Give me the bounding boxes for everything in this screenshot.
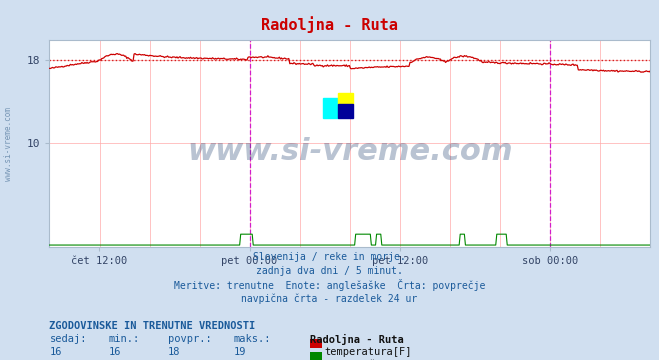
Bar <box>338 104 353 118</box>
Text: Radoljna - Ruta: Radoljna - Ruta <box>310 334 403 345</box>
Text: zadnja dva dni / 5 minut.: zadnja dva dni / 5 minut. <box>256 266 403 276</box>
Text: 16: 16 <box>109 347 121 357</box>
Text: www.si-vreme.com: www.si-vreme.com <box>4 107 13 181</box>
Text: ZGODOVINSKE IN TRENUTNE VREDNOSTI: ZGODOVINSKE IN TRENUTNE VREDNOSTI <box>49 321 256 331</box>
Text: sedaj:: sedaj: <box>49 334 87 344</box>
Text: min.:: min.: <box>109 334 140 344</box>
Bar <box>323 98 338 118</box>
Text: www.si-vreme.com: www.si-vreme.com <box>187 137 513 166</box>
Text: Meritve: trenutne  Enote: anglešaške  Črta: povprečje: Meritve: trenutne Enote: anglešaške Črta… <box>174 279 485 291</box>
Text: 18: 18 <box>168 347 181 357</box>
Text: 16: 16 <box>49 347 62 357</box>
Text: Radoljna - Ruta: Radoljna - Ruta <box>261 16 398 33</box>
Text: Slovenija / reke in morje.: Slovenija / reke in morje. <box>253 252 406 262</box>
Text: povpr.:: povpr.: <box>168 334 212 344</box>
Text: 19: 19 <box>234 347 246 357</box>
Text: temperatura[F]: temperatura[F] <box>325 347 413 357</box>
Text: navpična črta - razdelek 24 ur: navpična črta - razdelek 24 ur <box>241 293 418 303</box>
Bar <box>338 93 353 104</box>
Text: maks.:: maks.: <box>234 334 272 344</box>
